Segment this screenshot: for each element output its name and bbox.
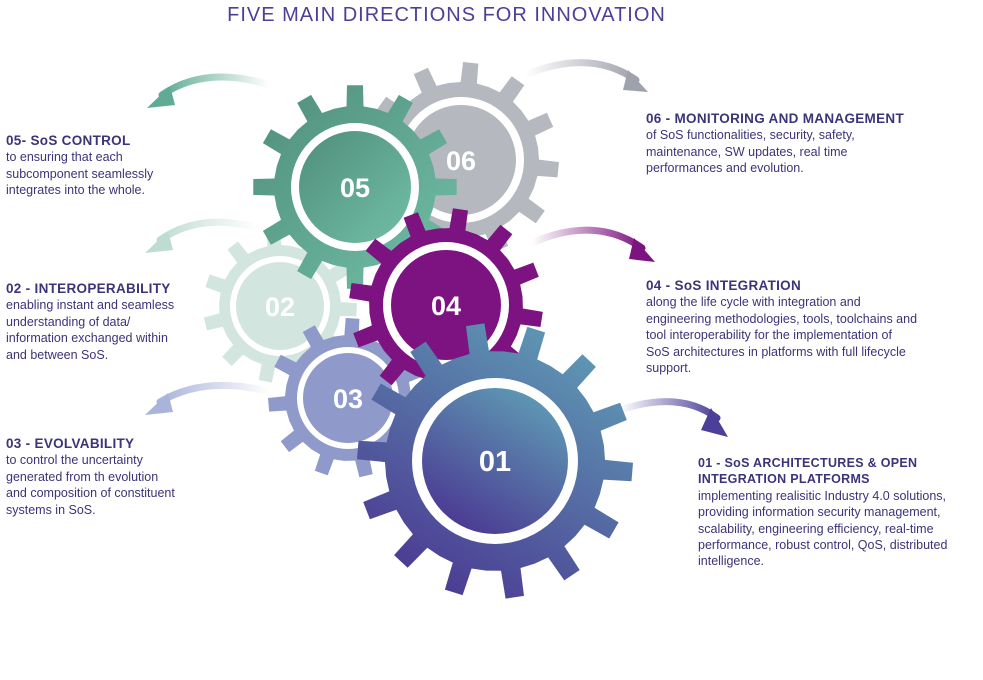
gear-06-label: 06 [446,146,476,176]
gear05-hub [299,131,411,243]
gear-03-icon [268,318,428,478]
item-interoperability-body: enabling instant and seamless understand… [6,298,175,362]
gear03-hub [303,353,393,443]
item-sos-control-heading: 05- SoS CONTROL [6,133,131,148]
item-sos-control: 05- SoS CONTROL to ensuring that each su… [6,133,246,199]
item-integration-body: along the life cycle with integration an… [646,295,918,376]
item-architectures-heading: 01 - SoS ARCHITECTURES & OPEN INTEGRATIO… [698,456,918,487]
gear01-hub [422,388,568,534]
arrow-04-icon [528,226,655,262]
gear-05-label: 05 [340,173,370,203]
arrow-06-icon [521,59,648,92]
gear-03-label: 03 [333,384,363,414]
item-architectures-body: implementing realisitic Industry 4.0 sol… [698,488,948,569]
gear-01-icon [357,323,633,599]
item-integration: 04 - SoS INTEGRATION along the life cycl… [646,278,966,376]
item-monitoring-body: of SoS functionalities, security, safety… [646,128,855,176]
item-integration-heading: 04 - SoS INTEGRATION [646,278,802,293]
item-interoperability-heading: 02 - INTEROPERABILITY [6,281,171,296]
item-monitoring-heading: 06 - MONITORING AND MANAGEMENT [646,111,905,126]
arrow-01-icon [616,398,728,437]
arrow-05-icon [147,73,274,108]
item-monitoring: 06 - MONITORING AND MANAGEMENT of SoS fu… [646,111,966,177]
gear-02-icon [203,229,357,383]
item-sos-control-body: to ensuring that each subcomponent seaml… [6,150,154,198]
gear-02-label: 02 [265,292,295,322]
item-evolvability-heading: 03 - EVOLVABILITY [6,436,135,451]
gear-05-icon [253,85,457,289]
page-title: FIVE MAIN DIRECTIONS FOR INNOVATION [227,4,666,26]
item-interoperability: 02 - INTEROPERABILITY enabling instant a… [6,281,246,363]
arrow-02-icon [145,218,262,253]
item-evolvability-body: to control the uncertainty generated fro… [6,453,175,517]
item-evolvability: 03 - EVOLVABILITY to control the uncerta… [6,436,246,518]
gear-04-label: 04 [431,291,461,321]
gear-01-label: 01 [479,446,511,478]
gear02-hub [236,262,324,350]
arrow-03-icon [145,381,274,415]
item-architectures: 01 - SoS ARCHITECTURES & OPEN INTEGRATIO… [698,455,980,570]
